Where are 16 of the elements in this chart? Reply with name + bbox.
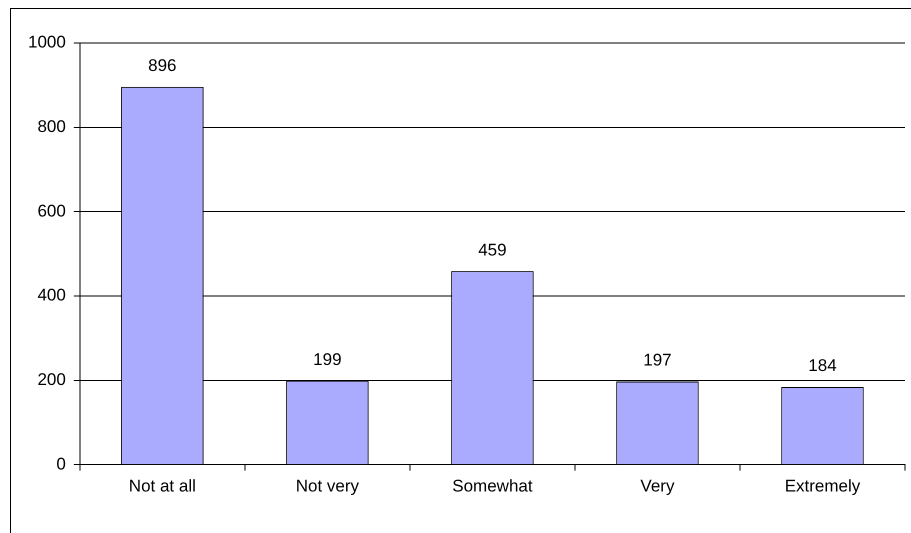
x-tick-label: Extremely — [784, 476, 861, 496]
y-tick-label: 1000 — [28, 32, 66, 52]
y-tick-label: 800 — [37, 117, 66, 136]
x-tick-label: Very — [640, 476, 675, 496]
x-tick-label: Not very — [296, 476, 360, 496]
x-tick-label: Somewhat — [452, 476, 533, 496]
data-label: 197 — [643, 350, 672, 370]
data-label: 896 — [148, 56, 177, 76]
y-tick-label: 600 — [37, 201, 66, 220]
x-tick-label: Not at all — [128, 476, 196, 496]
y-tick-label: 400 — [37, 286, 66, 305]
y-tick-label: 0 — [56, 454, 66, 474]
y-tick-label: 200 — [37, 370, 66, 389]
data-label: 199 — [313, 350, 342, 369]
data-label: 184 — [808, 356, 837, 376]
data-label: 459 — [478, 240, 507, 260]
